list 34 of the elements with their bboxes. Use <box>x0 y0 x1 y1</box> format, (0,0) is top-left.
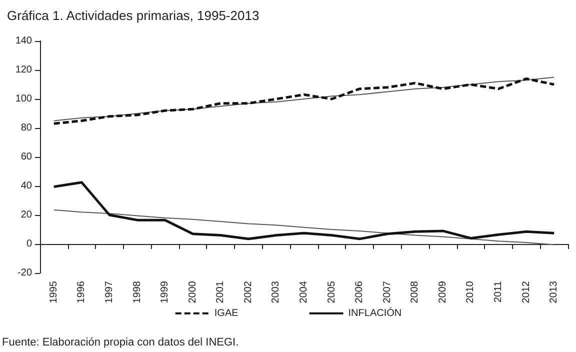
x-tick-label: 2013 <box>548 280 560 304</box>
x-tick-label: 2011 <box>493 280 504 303</box>
x-tick-label: 2012 <box>520 280 532 304</box>
x-tick-label: 1997 <box>104 280 115 304</box>
x-tick-label: 2004 <box>298 280 310 304</box>
y-tick-label: 120 <box>15 64 32 76</box>
chart-title: Gráfica 1. Actividades primarias, 1995-2013 <box>7 8 260 23</box>
source-note: Fuente: Elaboración propia con datos del INEGI. <box>2 336 239 348</box>
x-tick-label: 1999 <box>160 280 171 304</box>
y-tick-label: 140 <box>15 36 32 46</box>
y-tick-label: 100 <box>15 94 32 104</box>
y-tick-label: 60 <box>20 152 32 162</box>
x-tick-label: 1996 <box>76 280 88 304</box>
x-tick-label: 2000 <box>187 280 198 304</box>
y-tick-label: 20 <box>20 210 32 220</box>
x-tick-label: 2010 <box>465 280 476 304</box>
x-tick-label: 2002 <box>242 280 254 304</box>
line-series <box>53 209 555 246</box>
legend-label: IGAE <box>214 308 239 319</box>
x-tick-label: 2006 <box>354 280 366 304</box>
x-tick-label: 2008 <box>410 280 421 304</box>
x-tick-label: 1998 <box>132 280 143 304</box>
y-tick-label: 0 <box>26 238 32 250</box>
y-tick-label: 80 <box>20 122 32 134</box>
x-tick-label: 2009 <box>437 280 448 304</box>
line-series <box>52 181 556 240</box>
x-tick-label: 2003 <box>270 280 282 304</box>
x-tick-label: 2005 <box>326 280 338 304</box>
x-tick-label: 2001 <box>215 280 226 304</box>
legend-label: INFLACIÓN <box>348 306 402 319</box>
y-tick-label: -20 <box>18 268 32 278</box>
x-tick-label: 1995 <box>48 280 60 304</box>
x-tick-label: 2007 <box>382 280 393 304</box>
y-tick-label: 40 <box>20 180 32 192</box>
